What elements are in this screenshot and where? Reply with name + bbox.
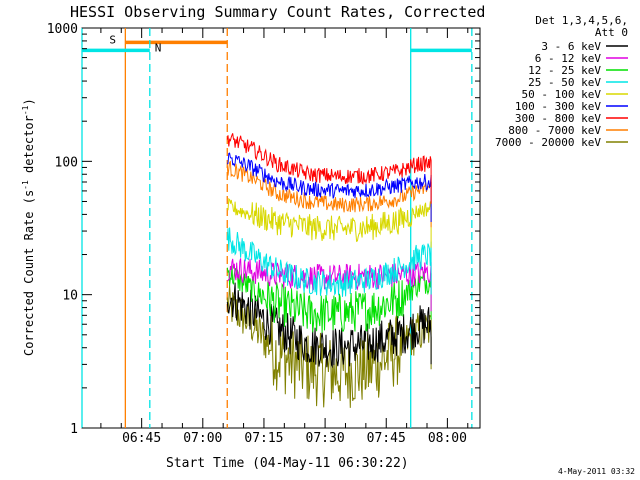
y-axis-label-main: Corrected Count Rate (s	[22, 190, 36, 356]
series-line	[226, 227, 432, 297]
series-line	[226, 160, 432, 228]
plot-area: SN 06:45 07:00 07:15 07:30 07:45 08:001101001…	[47, 22, 481, 446]
legend-label: 3 - 6 keV	[541, 40, 601, 53]
legend-label: 6 - 12 keV	[535, 52, 602, 65]
series-layer	[226, 133, 432, 408]
series-line	[226, 152, 432, 222]
x-tick-label: 07:30	[306, 431, 345, 446]
legend-label: 50 - 100 keV	[522, 88, 602, 101]
legend-label: 25 - 50 keV	[528, 76, 601, 89]
y-axis-label-end: )	[22, 98, 36, 105]
legend-header-2: Att 0	[595, 26, 628, 39]
y-axis-label: Corrected Count Rate (s-1 detector-1)	[21, 98, 36, 356]
legend-label: 7000 - 20000 keV	[495, 136, 601, 149]
axis-layer: 06:45 07:00 07:15 07:30 07:45 08:00 1 10 100 1000	[47, 22, 480, 446]
y-tick-label: 1	[70, 422, 78, 437]
y-axis-label-mid: detector	[22, 115, 36, 180]
series-line	[226, 197, 432, 248]
x-tick-label: 07:15	[244, 431, 283, 446]
x-tick-label: 08:00	[428, 431, 467, 446]
night-label: N	[155, 41, 162, 54]
y-tick-label: 1000	[47, 22, 78, 37]
legend-label: 12 - 25 keV	[528, 64, 601, 77]
series-line	[226, 133, 432, 204]
series-line	[226, 282, 432, 369]
series-line	[226, 265, 432, 333]
legend-label: 800 - 7000 keV	[508, 124, 601, 137]
x-tick-label: 07:00	[183, 431, 222, 446]
marker-layer: SN	[81, 28, 473, 428]
chart-title: HESSI Observing Summary Count Rates, Cor…	[70, 3, 485, 21]
y-tick-label: 100	[55, 155, 78, 170]
y-axis-label-sup2: -1	[21, 105, 30, 115]
saa-label: S	[109, 33, 116, 46]
x-axis-label: Start Time (04-May-11 06:30:22)	[166, 456, 409, 471]
y-tick-label: 10	[62, 289, 78, 304]
x-tick-label: 06:45	[122, 431, 161, 446]
legend-label: 100 - 300 keV	[515, 100, 601, 113]
timestamp: 4-May-2011 03:32	[558, 467, 635, 476]
legend-header-1: Det 1,3,4,5,6,	[535, 14, 628, 27]
x-tick-label: 07:45	[367, 431, 406, 446]
legend-label: 300 - 800 keV	[515, 112, 601, 125]
y-axis-label-sup1: -1	[21, 180, 30, 190]
